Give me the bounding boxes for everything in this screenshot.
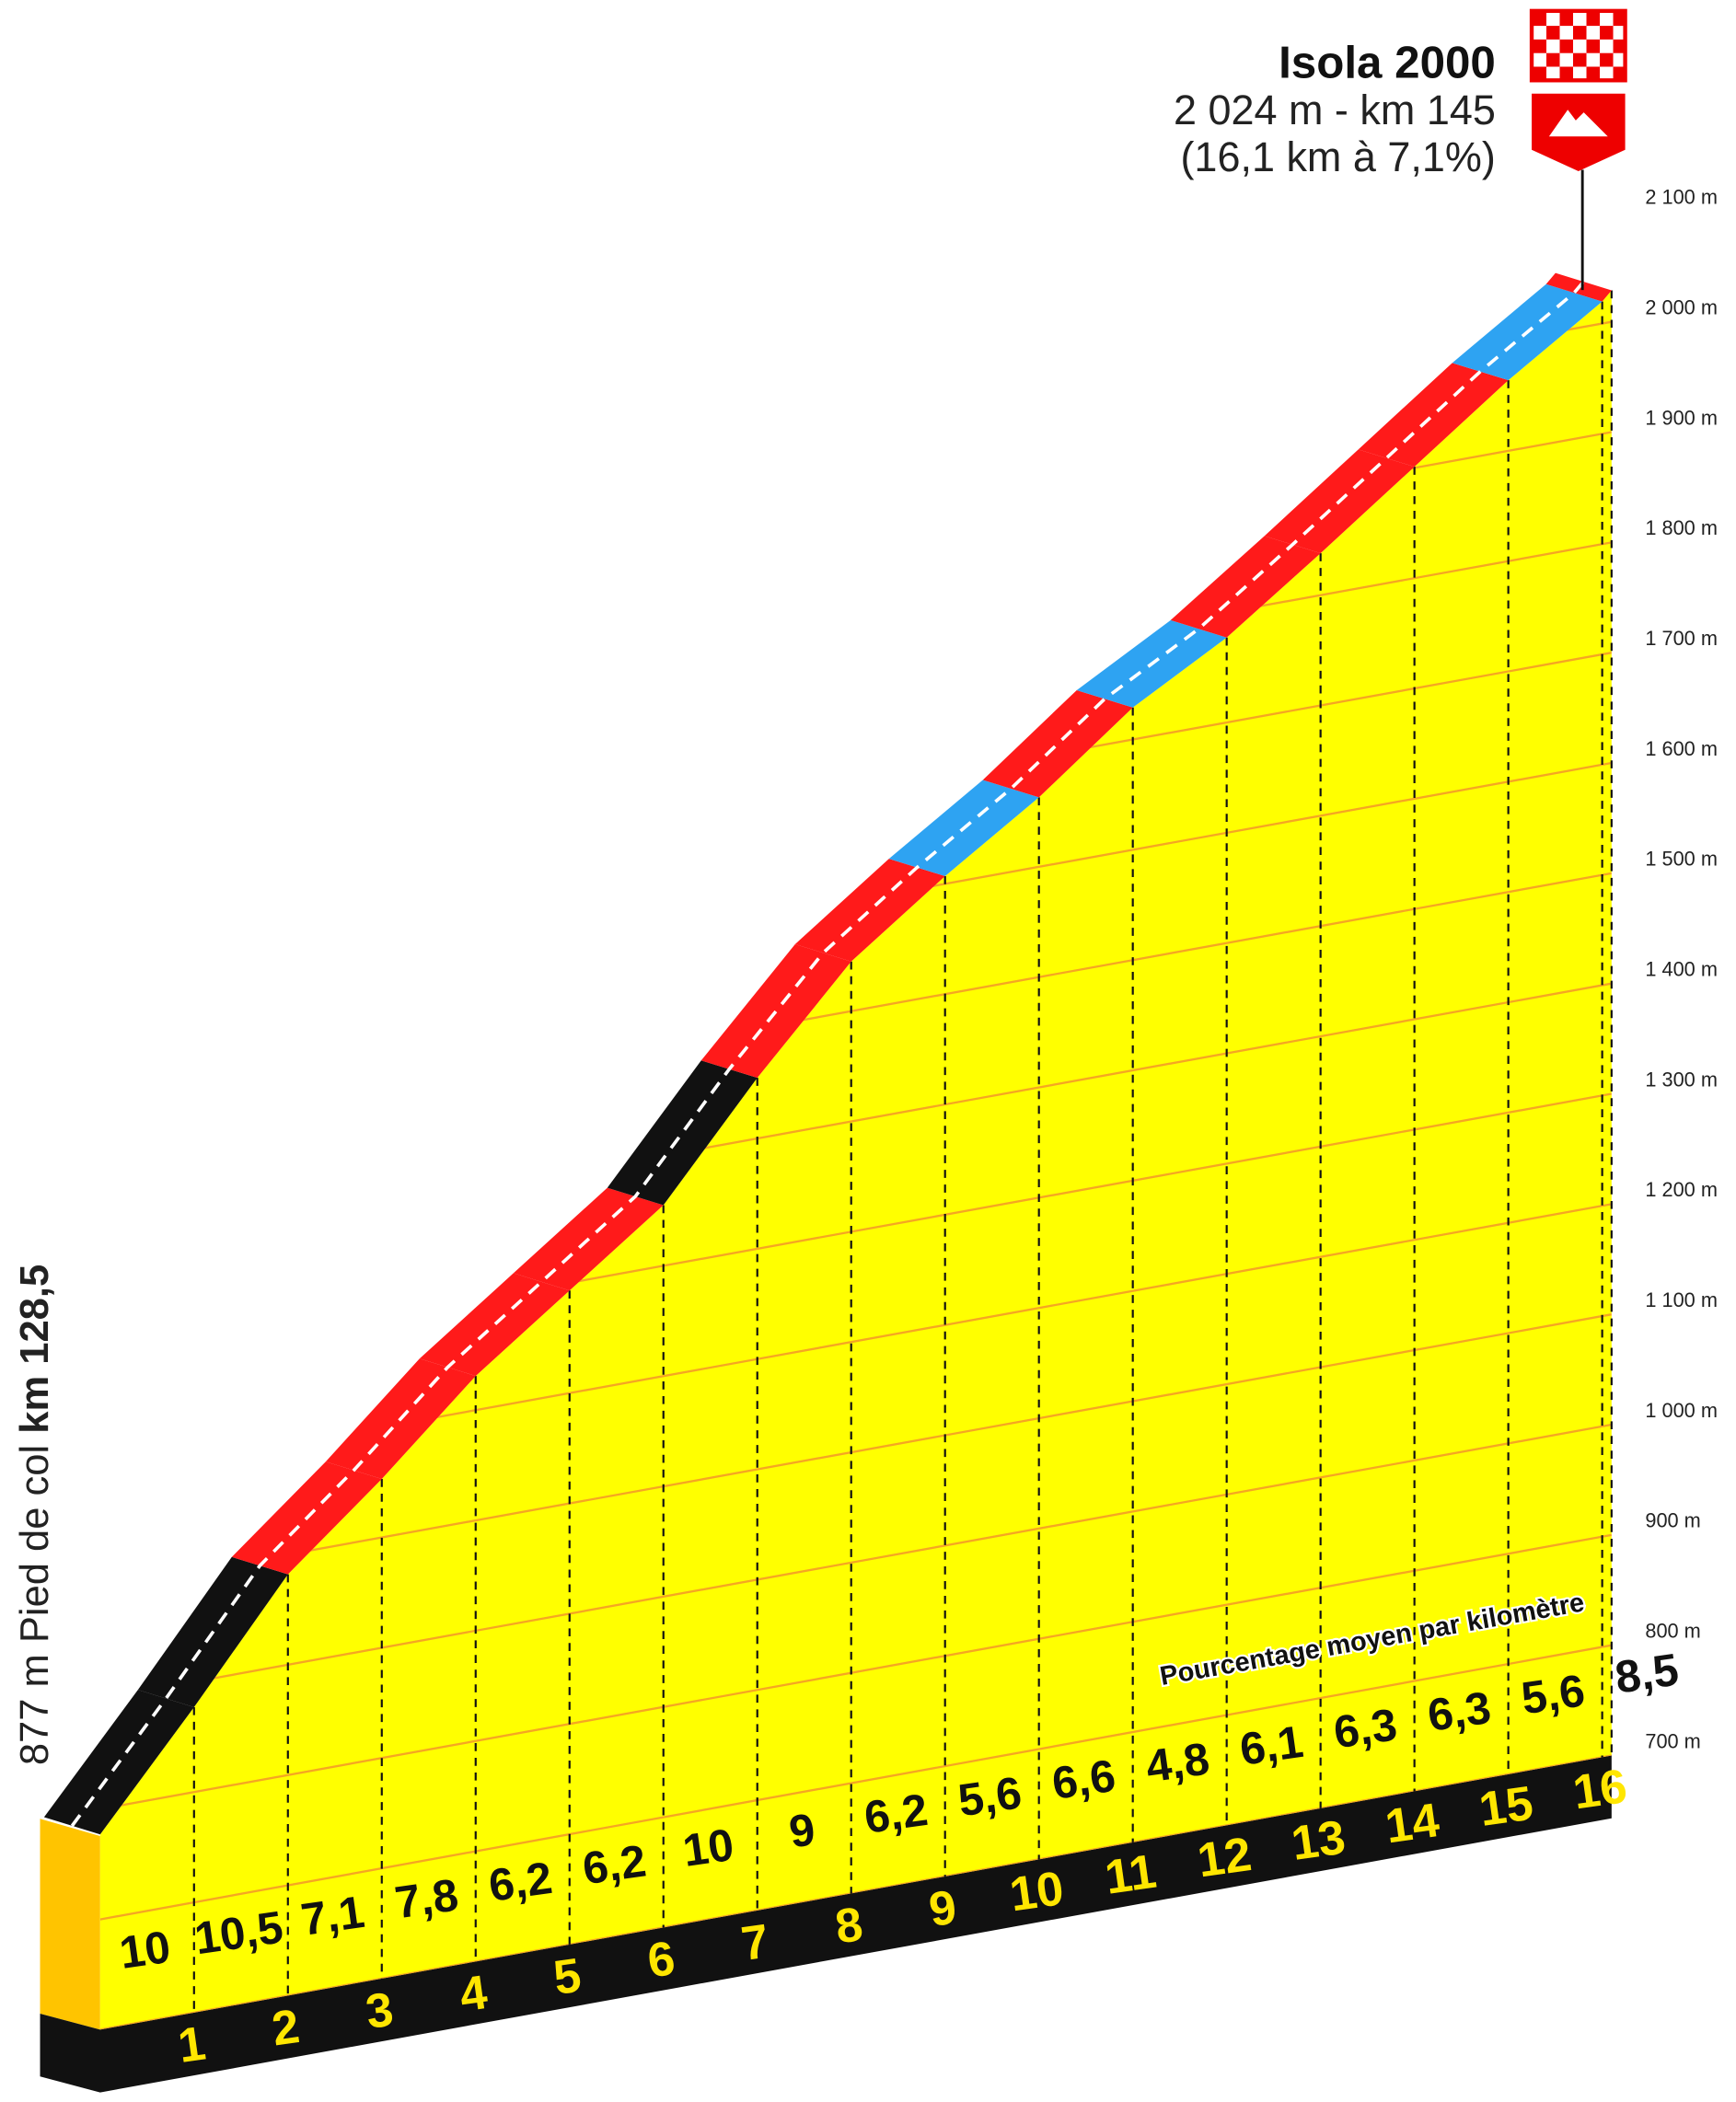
subtitle: 2 024 m - km 145 [1174, 87, 1496, 133]
subtitle: (16,1 km à 7,1%) [1180, 133, 1495, 180]
side-face [40, 1819, 100, 2030]
y-tick-label: 1 100 m [1645, 1288, 1718, 1311]
gradient-label: 6,2 [580, 1835, 650, 1894]
gradient-segment [982, 689, 1133, 798]
check [1559, 66, 1574, 81]
check [1559, 12, 1574, 27]
gradient-label: 6,1 [1237, 1716, 1307, 1775]
check [1533, 12, 1546, 27]
gradient-label: 7,8 [392, 1869, 462, 1928]
y-tick-label: 1 300 m [1645, 1068, 1718, 1091]
km-label: 10 [1007, 1862, 1068, 1923]
y-tick-label: 1 400 m [1645, 957, 1718, 980]
gradient-label: 5,6 [955, 1767, 1025, 1826]
y-tick-label: 2 000 m [1645, 295, 1718, 318]
gradient-label: 6,2 [862, 1784, 932, 1843]
gradient-label: 10,5 [191, 1901, 286, 1964]
y-tick-label: 1 200 m [1645, 1178, 1718, 1201]
gradient-label: 6,3 [1425, 1682, 1495, 1741]
gradient-label: 6,6 [1049, 1750, 1119, 1809]
center-line [70, 280, 1585, 1827]
gradient-label: 6,2 [486, 1853, 556, 1911]
km-label: 15 [1476, 1777, 1536, 1838]
y-tick-label: 1 900 m [1645, 406, 1718, 429]
check [1573, 26, 1587, 40]
y-tick-label: 1 000 m [1645, 1399, 1718, 1422]
gradient-label: 10 [117, 1922, 174, 1979]
check [1613, 66, 1627, 81]
gradient-segment [700, 943, 851, 1079]
gradient-label: 4,8 [1143, 1733, 1213, 1792]
check [1586, 12, 1601, 27]
base-layer [40, 1819, 100, 2030]
y-tick-label: 1 800 m [1645, 516, 1718, 539]
grid-line [99, 1533, 1612, 1810]
y-tick-label: 800 m [1645, 1619, 1700, 1642]
checkered-flag [1529, 8, 1627, 83]
gradient-segment [419, 1273, 570, 1377]
y-tick-label: 1 600 m [1645, 737, 1718, 760]
check [1559, 39, 1574, 53]
gradient-label: 10 [679, 1819, 736, 1877]
km-label: 11 [1102, 1845, 1160, 1905]
check [1573, 52, 1587, 67]
check [1545, 52, 1560, 67]
base-band [40, 1755, 1612, 2093]
start-label: 877 m Pied de col km 128,5 [13, 1265, 57, 1765]
finish-flags [1529, 8, 1627, 171]
check [1600, 52, 1614, 67]
check [1613, 39, 1627, 53]
profile-layer: 700 m 800 m 900 m 1 000 m 1 100 m 1 200 m 1 30… [40, 169, 1718, 2093]
check [1533, 66, 1546, 81]
grid-line [99, 1313, 1612, 1590]
y-tick-label: 900 m [1645, 1509, 1700, 1532]
front-face [99, 290, 1612, 2030]
y-tick-label: 1 700 m [1645, 627, 1718, 650]
y-tick-label: 1 500 m [1645, 848, 1718, 871]
start-km: km 128,5 [13, 1265, 57, 1434]
start-label-text: 877 m Pied de col [13, 1434, 57, 1765]
gradient-label: 8,5 [1612, 1645, 1682, 1704]
check [1600, 26, 1614, 40]
km-label: 16 [1569, 1760, 1630, 1820]
check [1586, 39, 1601, 53]
grid-line [99, 1644, 1612, 1921]
check [1533, 39, 1546, 53]
check [1545, 26, 1560, 40]
y-tick-label: 2 100 m [1645, 186, 1718, 209]
title: Isola 2000 [1279, 37, 1496, 87]
check [1586, 66, 1601, 81]
mountain-icon [1548, 110, 1608, 137]
check [1613, 12, 1627, 27]
km-label: 12 [1195, 1828, 1256, 1888]
gradient-segment [1358, 363, 1509, 468]
gradient-segment [794, 859, 945, 962]
grid-line [99, 1423, 1612, 1701]
km-label: 13 [1288, 1811, 1348, 1872]
gradient-label: 5,6 [1519, 1665, 1589, 1724]
gradient-label: 6,3 [1331, 1699, 1401, 1758]
y-tick-label: 700 m [1645, 1729, 1700, 1752]
gradient-segment [607, 1060, 758, 1206]
km-label: 14 [1382, 1794, 1442, 1854]
gradient-label: 7,1 [298, 1887, 368, 1946]
